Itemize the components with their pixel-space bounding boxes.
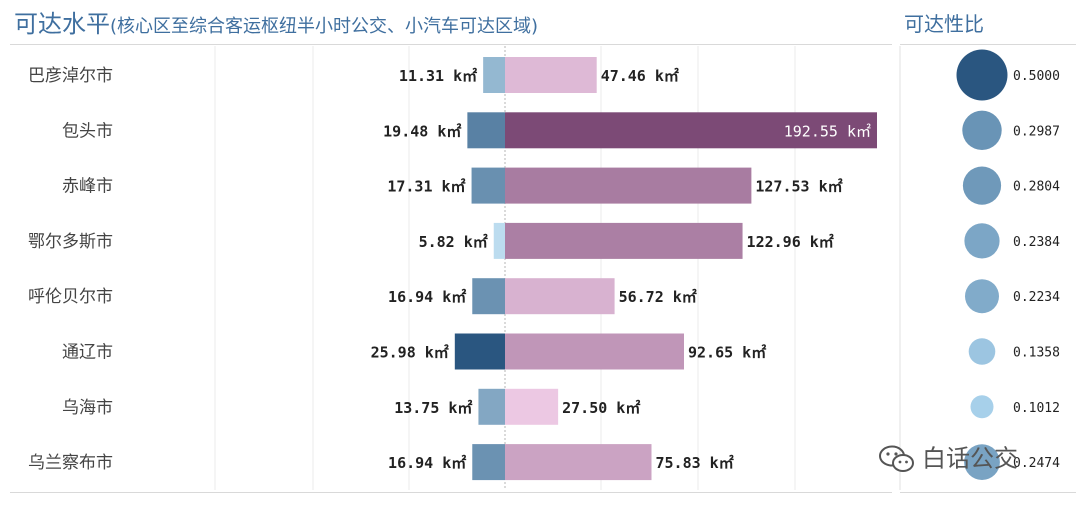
ratio-layer: 0.5000 0.2987 0.2804 0.2384 0.2234 0.1358 0.10… xyxy=(956,49,1060,480)
car-value-label: 27.50 k㎡ xyxy=(562,399,640,417)
ratio-bubble xyxy=(970,395,994,419)
bus-bar xyxy=(454,333,505,370)
watermark-text: 白话公交 xyxy=(922,444,1018,473)
car-bar xyxy=(505,167,752,204)
wechat-icon xyxy=(879,445,914,472)
car-bar xyxy=(505,333,684,370)
bottom-divider-left xyxy=(10,492,892,493)
car-value-label: 92.65 k㎡ xyxy=(688,344,766,362)
ratio-bubble xyxy=(968,338,996,365)
city-label: 鄂尔多斯市 xyxy=(28,232,113,252)
title-divider-left xyxy=(10,44,892,45)
car-bar xyxy=(505,388,559,425)
bus-bar xyxy=(471,167,505,204)
car-bar xyxy=(505,57,597,93)
bus-value-label: 13.75 k㎡ xyxy=(394,399,472,417)
ratio-value-label: 0.1358 xyxy=(1013,346,1060,361)
bus-bar xyxy=(493,222,505,259)
car-value-label: 47.46 k㎡ xyxy=(601,67,679,85)
chart-title-sub: (核心区至综合客运枢纽半小时公交、小汽车可达区域) xyxy=(110,16,539,37)
car-value-label: 127.53 k㎡ xyxy=(755,178,842,196)
car-value-label: 75.83 k㎡ xyxy=(656,454,734,472)
city-label: 呼伦贝尔市 xyxy=(28,287,113,307)
chart-title: 可达水平(核心区至综合客运枢纽半小时公交、小汽车可达区域) xyxy=(14,6,538,42)
chart-title-main: 可达水平 xyxy=(14,10,110,38)
bus-value-label: 25.98 k㎡ xyxy=(371,344,449,362)
city-label: 包头市 xyxy=(62,121,113,141)
city-label: 乌海市 xyxy=(62,398,113,418)
car-value-label: 192.55 k㎡ xyxy=(784,122,871,140)
ratio-value-label: 0.1012 xyxy=(1013,401,1060,416)
ratio-value-label: 0.5000 xyxy=(1013,69,1060,84)
watermark: 白话公交 xyxy=(878,440,1018,476)
ratio-bubble xyxy=(962,110,1002,150)
bus-bar xyxy=(467,112,505,149)
car-bar xyxy=(505,444,652,481)
bus-value-label: 16.94 k㎡ xyxy=(388,288,466,306)
ratio-bubble xyxy=(962,166,1002,205)
bus-value-label: 11.31 k㎡ xyxy=(399,67,477,85)
car-bar xyxy=(505,222,743,259)
city-label: 乌兰察布市 xyxy=(28,453,113,473)
bar-layer xyxy=(454,57,877,481)
bus-bar xyxy=(483,57,505,93)
car-bar xyxy=(505,112,877,149)
car-value-label: 122.96 k㎡ xyxy=(747,233,834,251)
ratio-value-label: 0.2987 xyxy=(1013,124,1060,139)
bus-value-label: 5.82 k㎡ xyxy=(419,233,488,251)
city-label: 赤峰市 xyxy=(62,177,113,197)
ratio-value-label: 0.2234 xyxy=(1013,290,1060,305)
ratio-value-label: 0.2384 xyxy=(1013,235,1060,250)
ratio-bubble xyxy=(965,279,999,314)
city-label: 通辽市 xyxy=(62,343,113,363)
bus-bar xyxy=(472,278,505,315)
car-value-label: 56.72 k㎡ xyxy=(619,288,697,306)
car-bar xyxy=(505,278,615,315)
city-label: 巴彦淖尔市 xyxy=(28,66,113,86)
ratio-value-label: 0.2474 xyxy=(1013,456,1060,471)
bus-value-label: 19.48 k㎡ xyxy=(383,122,461,140)
ratio-value-label: 0.2804 xyxy=(1013,180,1060,195)
ratio-bubble xyxy=(956,49,1008,101)
ratio-bubble xyxy=(964,223,1000,259)
bus-value-label: 16.94 k㎡ xyxy=(388,454,466,472)
title-divider-right xyxy=(900,44,1076,45)
bottom-divider-right xyxy=(900,492,1076,493)
ratio-bubble xyxy=(964,444,1000,480)
ratio-column-header: 可达性比 xyxy=(904,12,984,36)
bus-bar xyxy=(478,388,505,425)
bus-value-label: 17.31 k㎡ xyxy=(387,178,465,196)
bus-bar xyxy=(472,444,505,481)
